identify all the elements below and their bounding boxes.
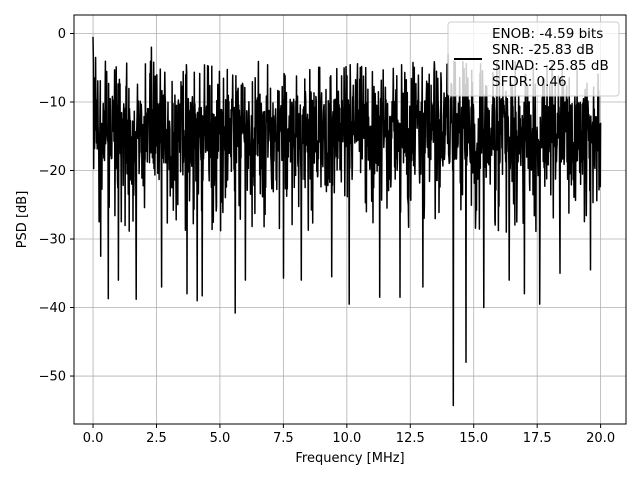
legend-entry-snr: SNR: -25.83 dB — [492, 42, 594, 58]
legend-entry-sfdr: SFDR: 0.46 — [492, 74, 567, 90]
x-tick-label-1: 2.5 — [146, 431, 167, 446]
x-tick-label-0: 0.0 — [83, 431, 104, 446]
plot-frame — [73, 14, 627, 425]
x-tick-label-3: 7.5 — [273, 431, 294, 446]
x-tick-label-4: 10.0 — [332, 431, 361, 446]
y-axis-label: PSD [dB] — [15, 191, 30, 249]
x-tick-label-8: 20.0 — [586, 431, 615, 446]
y-tick-label-5: −50 — [39, 370, 66, 385]
legend-entry-enob: ENOB: -4.59 bits — [492, 26, 603, 42]
y-tick-label-3: −30 — [39, 233, 66, 248]
y-tick-label-4: −40 — [39, 301, 66, 316]
x-tick-label-7: 17.5 — [523, 431, 552, 446]
x-tick-label-5: 12.5 — [396, 431, 425, 446]
series-layer — [92, 36, 602, 407]
legend: ENOB: -4.59 bits SNR: -25.83 dB SINAD: -… — [447, 21, 620, 97]
y-tick-label-0: 0 — [58, 27, 66, 42]
y-tick-label-1: −10 — [39, 96, 66, 111]
y-tick-label-2: −20 — [39, 164, 66, 179]
legend-entry-sinad: SINAD: -25.85 dB — [492, 58, 609, 74]
ticks: 0.0 2.5 5.0 7.5 10.0 12.5 15.0 17.5 20.0 0 −10 −20 −… — [39, 27, 616, 446]
axes — [73, 14, 627, 425]
legend-box — [447, 21, 620, 97]
x-tick-label-2: 5.0 — [210, 431, 231, 446]
psd-series-line — [92, 36, 602, 407]
x-tick-label-6: 15.0 — [459, 431, 488, 446]
x-axis-label: Frequency [MHz] — [295, 451, 404, 466]
